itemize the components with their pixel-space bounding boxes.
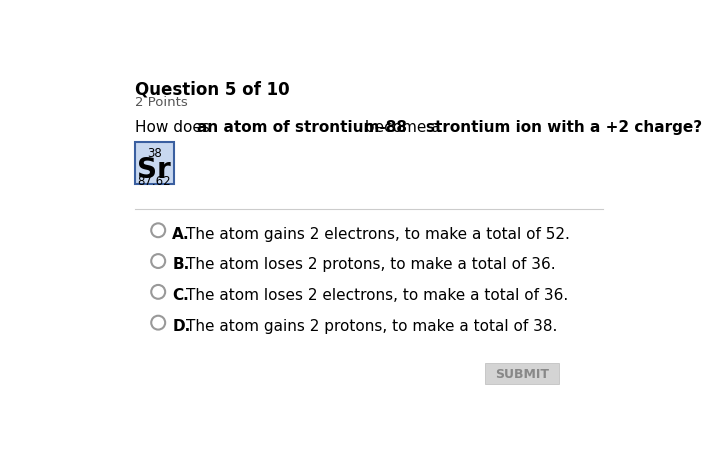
Text: The atom loses 2 protons, to make a total of 36.: The atom loses 2 protons, to make a tota…: [186, 257, 556, 272]
Text: A.: A.: [172, 226, 190, 241]
Text: Question 5 of 10: Question 5 of 10: [135, 80, 289, 98]
Text: B.: B.: [172, 257, 189, 272]
Text: an atom of strontium-88: an atom of strontium-88: [197, 120, 407, 135]
Text: The atom gains 2 electrons, to make a total of 52.: The atom gains 2 electrons, to make a to…: [186, 226, 570, 241]
Text: 38: 38: [147, 147, 162, 160]
Text: become a: become a: [359, 120, 445, 135]
Text: The atom gains 2 protons, to make a total of 38.: The atom gains 2 protons, to make a tota…: [186, 318, 557, 333]
Text: The atom loses 2 electrons, to make a total of 36.: The atom loses 2 electrons, to make a to…: [186, 288, 568, 303]
Text: 2 Points: 2 Points: [135, 96, 188, 109]
FancyBboxPatch shape: [485, 363, 559, 385]
FancyBboxPatch shape: [135, 143, 174, 185]
Text: SUBMIT: SUBMIT: [495, 367, 549, 380]
Text: D.: D.: [172, 318, 190, 333]
Text: strontium ion with a +2 charge?: strontium ion with a +2 charge?: [426, 120, 702, 135]
Text: How does: How does: [135, 120, 215, 135]
Text: C.: C.: [172, 288, 189, 303]
Text: 87.62: 87.62: [138, 175, 171, 188]
Text: Sr: Sr: [138, 156, 171, 183]
